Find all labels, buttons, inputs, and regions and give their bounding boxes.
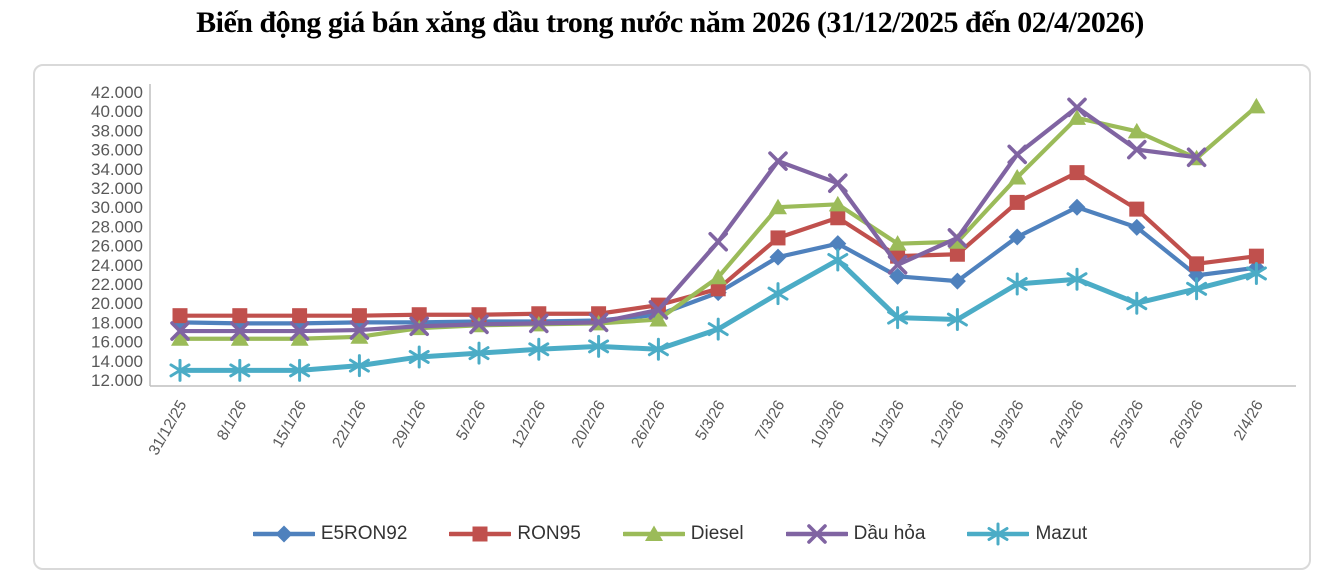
data-point-marker	[806, 524, 827, 544]
data-point-marker	[275, 525, 293, 543]
legend-label: Dầu hỏa	[853, 523, 926, 544]
legend-marker-icon	[785, 524, 848, 544]
chart-frame	[33, 64, 1311, 570]
chart-title: Biến động giá bán xăng dầu trong nước nă…	[196, 6, 1144, 39]
legend-item-Mazut: Mazut	[967, 522, 1087, 546]
chart-legend: E5RON92 RON95 Diesel Dầu hỏa Mazut	[0, 514, 1340, 554]
legend-marker-icon	[967, 522, 1030, 546]
legend-label: E5RON92	[320, 523, 408, 544]
legend-label: Diesel	[690, 523, 744, 544]
legend-marker-icon	[252, 525, 315, 543]
legend-item-E5RON92: E5RON92	[252, 522, 408, 546]
legend-label: RON95	[517, 523, 581, 544]
legend-label: Mazut	[1035, 523, 1088, 544]
data-point-marker	[987, 522, 1009, 546]
legend-marker-icon	[449, 526, 512, 542]
data-point-marker	[472, 526, 488, 542]
data-point-marker	[644, 525, 663, 541]
legend-marker-icon	[622, 525, 685, 541]
legend-item-RON95: RON95	[449, 522, 581, 546]
legend-item-Dầu hỏa: Dầu hỏa	[785, 522, 926, 546]
legend-item-Diesel: Diesel	[622, 522, 744, 546]
